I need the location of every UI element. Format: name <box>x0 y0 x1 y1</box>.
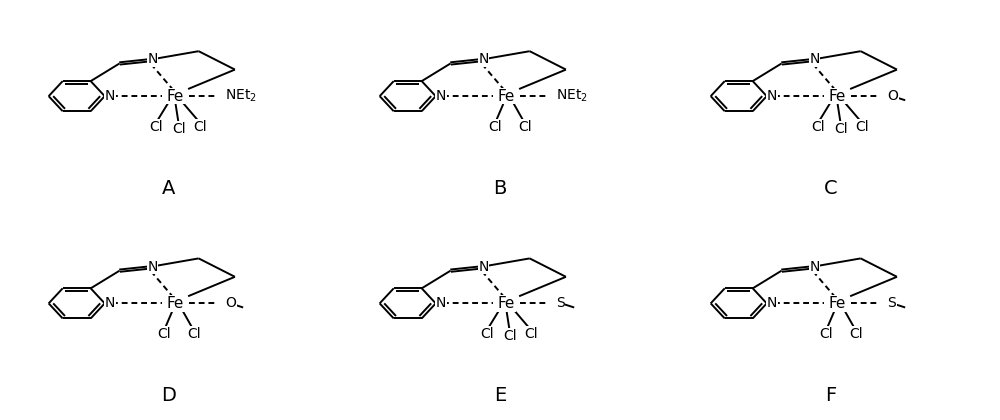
Text: B: B <box>493 178 507 198</box>
Text: N: N <box>147 52 158 66</box>
Text: Fe: Fe <box>167 296 184 311</box>
Text: Fe: Fe <box>498 89 515 104</box>
Text: Cl: Cl <box>518 120 532 134</box>
Text: N: N <box>809 260 820 273</box>
Text: N: N <box>105 297 115 310</box>
Text: N: N <box>436 89 446 103</box>
Text: Cl: Cl <box>834 122 848 136</box>
Text: Cl: Cl <box>849 327 863 341</box>
Text: Cl: Cl <box>172 122 186 136</box>
Text: Cl: Cl <box>157 327 171 341</box>
Text: Fe: Fe <box>829 296 846 311</box>
Text: Cl: Cl <box>856 120 869 134</box>
Text: Fe: Fe <box>829 89 846 104</box>
Text: F: F <box>825 386 837 405</box>
Text: Fe: Fe <box>498 296 515 311</box>
Text: S: S <box>556 297 565 310</box>
Text: E: E <box>494 386 506 405</box>
Text: NEt$_2$: NEt$_2$ <box>225 88 257 104</box>
Text: Cl: Cl <box>503 329 517 343</box>
Text: N: N <box>105 89 115 103</box>
Text: Cl: Cl <box>525 327 538 341</box>
Text: N: N <box>147 260 158 273</box>
Text: Cl: Cl <box>193 120 207 134</box>
Text: Fe: Fe <box>167 89 184 104</box>
Text: O: O <box>225 297 236 310</box>
Text: Cl: Cl <box>187 327 201 341</box>
Text: Cl: Cl <box>480 327 494 341</box>
Text: Cl: Cl <box>811 120 825 134</box>
Text: N: N <box>767 89 777 103</box>
Text: Cl: Cl <box>819 327 833 341</box>
Text: Cl: Cl <box>488 120 502 134</box>
Text: N: N <box>478 260 489 273</box>
Text: N: N <box>809 52 820 66</box>
Text: S: S <box>887 297 896 310</box>
Text: N: N <box>436 297 446 310</box>
Text: D: D <box>162 386 176 405</box>
Text: O: O <box>887 89 898 103</box>
Text: C: C <box>824 178 838 198</box>
Text: N: N <box>767 297 777 310</box>
Text: N: N <box>478 52 489 66</box>
Text: Cl: Cl <box>149 120 163 134</box>
Text: NEt$_2$: NEt$_2$ <box>556 88 588 104</box>
Text: A: A <box>162 178 176 198</box>
